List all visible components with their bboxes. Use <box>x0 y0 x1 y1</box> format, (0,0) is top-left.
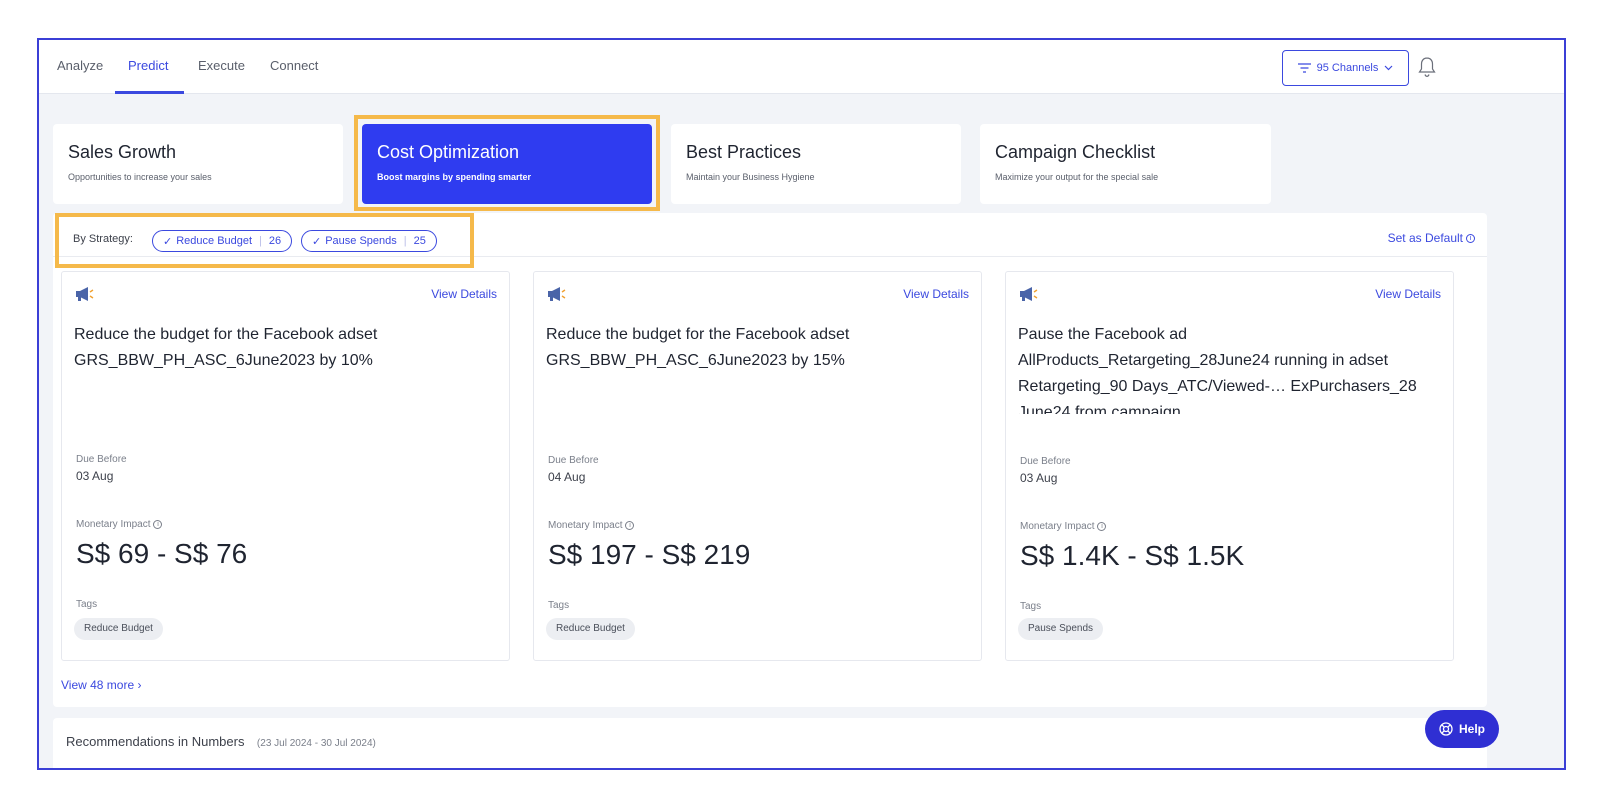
recommendation-card: View Details Reduce the budget for the F… <box>61 271 510 661</box>
chevron-down-icon <box>1384 65 1393 71</box>
impact-label: Monetary Impact <box>1020 521 1095 532</box>
impact-label: Monetary Impact <box>548 520 623 531</box>
chevron-right-icon: › <box>137 678 142 692</box>
info-icon[interactable]: i <box>625 521 635 530</box>
recommendations-in-numbers: Recommendations in Numbers (23 Jul 2024 … <box>53 718 1487 768</box>
category-subtitle: Opportunities to increase your sales <box>68 172 212 182</box>
top-nav: Analyze Predict Execute Connect 95 Chann… <box>39 40 1564 94</box>
category-title: Campaign Checklist <box>995 142 1156 162</box>
chip-label: Pause Spends <box>325 235 397 247</box>
category-subtitle: Maintain your Business Hygiene <box>686 172 815 182</box>
tab-execute[interactable]: Execute <box>198 58 245 73</box>
impact-label: Monetary Impact <box>76 519 151 530</box>
category-card-cost-optimization[interactable]: Cost Optimization Boost margins by spend… <box>362 124 652 204</box>
tags-label: Tags <box>1020 601 1042 612</box>
channels-filter-button[interactable]: 95 Channels <box>1282 50 1409 86</box>
category-card-best-practices[interactable]: Best Practices Maintain your Business Hy… <box>671 124 961 204</box>
tab-connect[interactable]: Connect <box>270 58 319 73</box>
tab-analyze[interactable]: Analyze <box>57 58 104 73</box>
view-details-link[interactable]: View Details <box>1375 287 1441 301</box>
view-more-label: View 48 more <box>61 678 135 692</box>
monetary-impact-value: S$ 197 - S$ 219 <box>548 539 751 570</box>
due-date: 04 Aug <box>548 470 586 484</box>
strategy-label: By Strategy: <box>73 233 133 245</box>
recommendation-description: Pause the Facebook ad AllProducts_Retarg… <box>1018 326 1417 414</box>
category-title: Cost Optimization <box>377 142 520 162</box>
view-details-link[interactable]: View Details <box>431 287 497 301</box>
set-as-default-link[interactable]: Set as Default i <box>1388 231 1475 245</box>
recommendation-card: View Details Pause the Facebook ad AllPr… <box>1005 271 1454 661</box>
filter-icon <box>1297 63 1311 73</box>
impact-label-row: Monetary Impact i <box>548 520 635 531</box>
monetary-impact-value: S$ 1.4K - S$ 1.5K <box>1020 540 1245 571</box>
category-card-sales-growth[interactable]: Sales Growth Opportunities to increase y… <box>53 124 343 204</box>
megaphone-icon <box>1020 287 1038 301</box>
recommendation-description: Reduce the budget for the Facebook adset… <box>74 326 378 369</box>
category-subtitle: Maximize your output for the special sal… <box>995 172 1159 182</box>
chip-divider: | <box>403 235 407 247</box>
set-default-label: Set as Default <box>1387 231 1463 245</box>
view-more-link[interactable]: View 48 more › <box>61 678 142 692</box>
tags-label: Tags <box>548 600 570 611</box>
category-title: Best Practices <box>686 142 802 162</box>
app-frame: Analyze Predict Execute Connect 95 Chann… <box>37 38 1566 770</box>
category-title: Sales Growth <box>68 142 177 162</box>
due-date: 03 Aug <box>76 469 114 483</box>
strategy-filter-row: By Strategy: ✓ Reduce Budget | 26 ✓ Paus… <box>53 213 1487 257</box>
recommendation-card: View Details Reduce the budget for the F… <box>533 271 982 661</box>
channels-label: 95 Channels <box>1316 62 1379 74</box>
help-button[interactable]: Help <box>1425 710 1499 748</box>
recommendation-description: Reduce the budget for the Facebook adset… <box>546 326 850 369</box>
due-label: Due Before <box>548 455 599 466</box>
help-label: Help <box>1458 722 1485 736</box>
date-range: (23 Jul 2024 - 30 Jul 2024) <box>256 738 376 749</box>
tag-badge: Reduce Budget <box>74 618 163 640</box>
due-date: 03 Aug <box>1020 471 1058 485</box>
impact-label-row: Monetary Impact i <box>1020 521 1107 532</box>
category-card-campaign-checklist[interactable]: Campaign Checklist Maximize your output … <box>980 124 1271 204</box>
info-icon: i <box>1466 233 1475 243</box>
tab-predict[interactable]: Predict <box>114 40 186 94</box>
bell-icon[interactable] <box>1417 56 1437 78</box>
view-details-link[interactable]: View Details <box>903 287 969 301</box>
megaphone-icon <box>76 287 94 301</box>
impact-label-row: Monetary Impact i <box>76 519 163 530</box>
chip-pause-spends[interactable]: ✓ Pause Spends | 25 <box>301 230 437 252</box>
chip-reduce-budget[interactable]: ✓ Reduce Budget | 26 <box>152 230 293 252</box>
chip-divider: | <box>259 235 262 247</box>
tag-badge: Pause Spends <box>1018 618 1104 640</box>
due-label: Due Before <box>1020 456 1071 467</box>
check-icon: ✓ <box>163 235 173 248</box>
megaphone-icon <box>548 287 566 301</box>
tag-badge: Reduce Budget <box>546 618 635 640</box>
monetary-impact-value: S$ 69 - S$ 76 <box>76 538 248 569</box>
tags-label: Tags <box>76 599 98 610</box>
section-title: Recommendations in Numbers <box>66 734 245 749</box>
lifebuoy-icon <box>1439 722 1453 736</box>
check-icon: ✓ <box>312 235 322 248</box>
chip-label: Reduce Budget <box>176 235 253 247</box>
info-icon[interactable]: i <box>1097 522 1107 531</box>
due-label: Due Before <box>76 454 127 465</box>
chip-count: 25 <box>413 235 426 247</box>
chip-count: 26 <box>268 235 282 247</box>
recommendations-panel: By Strategy: ✓ Reduce Budget | 26 ✓ Paus… <box>53 213 1487 707</box>
category-subtitle: Boost margins by spending smarter <box>377 172 532 182</box>
info-icon[interactable]: i <box>153 520 163 529</box>
